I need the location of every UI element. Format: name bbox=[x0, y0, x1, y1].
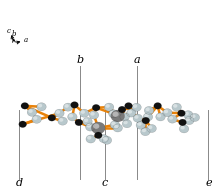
Circle shape bbox=[183, 111, 193, 119]
Circle shape bbox=[191, 114, 195, 118]
Circle shape bbox=[94, 132, 102, 139]
Circle shape bbox=[84, 119, 88, 122]
Text: b: b bbox=[76, 55, 83, 65]
Circle shape bbox=[178, 110, 185, 117]
Circle shape bbox=[110, 111, 114, 114]
Circle shape bbox=[37, 103, 46, 111]
Circle shape bbox=[179, 119, 186, 126]
Circle shape bbox=[133, 114, 143, 122]
Circle shape bbox=[93, 124, 99, 129]
Circle shape bbox=[125, 103, 132, 109]
Circle shape bbox=[28, 109, 33, 113]
Circle shape bbox=[120, 113, 129, 121]
Circle shape bbox=[121, 114, 125, 118]
Circle shape bbox=[33, 116, 37, 120]
Text: c: c bbox=[102, 178, 108, 188]
Text: d: d bbox=[16, 178, 23, 188]
Circle shape bbox=[122, 120, 132, 128]
Circle shape bbox=[133, 104, 137, 108]
Circle shape bbox=[147, 124, 156, 132]
Text: c: c bbox=[7, 27, 11, 35]
Circle shape bbox=[48, 115, 56, 121]
Circle shape bbox=[102, 136, 112, 144]
Circle shape bbox=[110, 121, 120, 129]
Circle shape bbox=[86, 123, 95, 131]
Circle shape bbox=[168, 115, 177, 123]
Circle shape bbox=[38, 104, 42, 107]
Circle shape bbox=[99, 135, 108, 143]
Circle shape bbox=[109, 110, 118, 118]
Circle shape bbox=[68, 113, 77, 121]
Circle shape bbox=[75, 119, 83, 126]
Circle shape bbox=[32, 115, 41, 123]
Circle shape bbox=[186, 118, 190, 121]
Circle shape bbox=[148, 125, 152, 129]
Circle shape bbox=[59, 118, 63, 122]
Circle shape bbox=[87, 124, 91, 128]
Circle shape bbox=[55, 109, 64, 117]
Circle shape bbox=[172, 103, 181, 111]
Circle shape bbox=[58, 117, 67, 125]
Circle shape bbox=[63, 103, 73, 111]
Circle shape bbox=[113, 124, 122, 132]
Circle shape bbox=[156, 113, 165, 121]
Circle shape bbox=[123, 121, 128, 124]
Circle shape bbox=[127, 109, 136, 117]
Circle shape bbox=[154, 103, 162, 109]
Circle shape bbox=[157, 114, 161, 118]
Circle shape bbox=[64, 104, 69, 108]
Circle shape bbox=[105, 104, 110, 108]
Circle shape bbox=[141, 128, 150, 136]
Circle shape bbox=[143, 113, 153, 121]
Circle shape bbox=[91, 122, 105, 134]
Circle shape bbox=[19, 121, 27, 128]
Circle shape bbox=[87, 136, 91, 140]
Circle shape bbox=[142, 129, 146, 132]
Circle shape bbox=[27, 108, 37, 116]
Circle shape bbox=[184, 117, 194, 125]
Circle shape bbox=[169, 116, 173, 120]
Circle shape bbox=[144, 106, 154, 115]
Circle shape bbox=[79, 109, 89, 117]
Circle shape bbox=[137, 122, 141, 126]
Text: b: b bbox=[11, 30, 16, 38]
Circle shape bbox=[142, 117, 150, 124]
Circle shape bbox=[83, 117, 92, 125]
Circle shape bbox=[89, 111, 99, 119]
Circle shape bbox=[86, 135, 95, 143]
Circle shape bbox=[173, 104, 177, 108]
Circle shape bbox=[144, 114, 149, 118]
Circle shape bbox=[100, 136, 104, 139]
Circle shape bbox=[103, 137, 108, 141]
Text: a: a bbox=[134, 55, 140, 65]
Circle shape bbox=[132, 103, 141, 111]
Circle shape bbox=[146, 107, 150, 111]
Circle shape bbox=[128, 110, 132, 114]
Circle shape bbox=[111, 122, 116, 125]
Circle shape bbox=[190, 113, 200, 122]
Text: a: a bbox=[23, 36, 28, 44]
Circle shape bbox=[92, 104, 100, 111]
Circle shape bbox=[81, 110, 85, 114]
Circle shape bbox=[118, 106, 126, 113]
Circle shape bbox=[90, 112, 95, 116]
Text: e: e bbox=[205, 178, 212, 188]
Circle shape bbox=[180, 126, 185, 129]
Circle shape bbox=[163, 109, 172, 117]
Circle shape bbox=[179, 125, 189, 133]
Circle shape bbox=[21, 103, 29, 109]
Circle shape bbox=[104, 103, 114, 111]
Circle shape bbox=[113, 112, 119, 117]
Circle shape bbox=[114, 125, 118, 129]
Circle shape bbox=[164, 110, 168, 113]
Circle shape bbox=[111, 110, 125, 122]
Circle shape bbox=[184, 112, 189, 115]
Circle shape bbox=[71, 102, 78, 108]
Circle shape bbox=[69, 114, 73, 118]
Circle shape bbox=[56, 110, 60, 114]
Circle shape bbox=[136, 121, 146, 129]
Circle shape bbox=[134, 115, 138, 119]
